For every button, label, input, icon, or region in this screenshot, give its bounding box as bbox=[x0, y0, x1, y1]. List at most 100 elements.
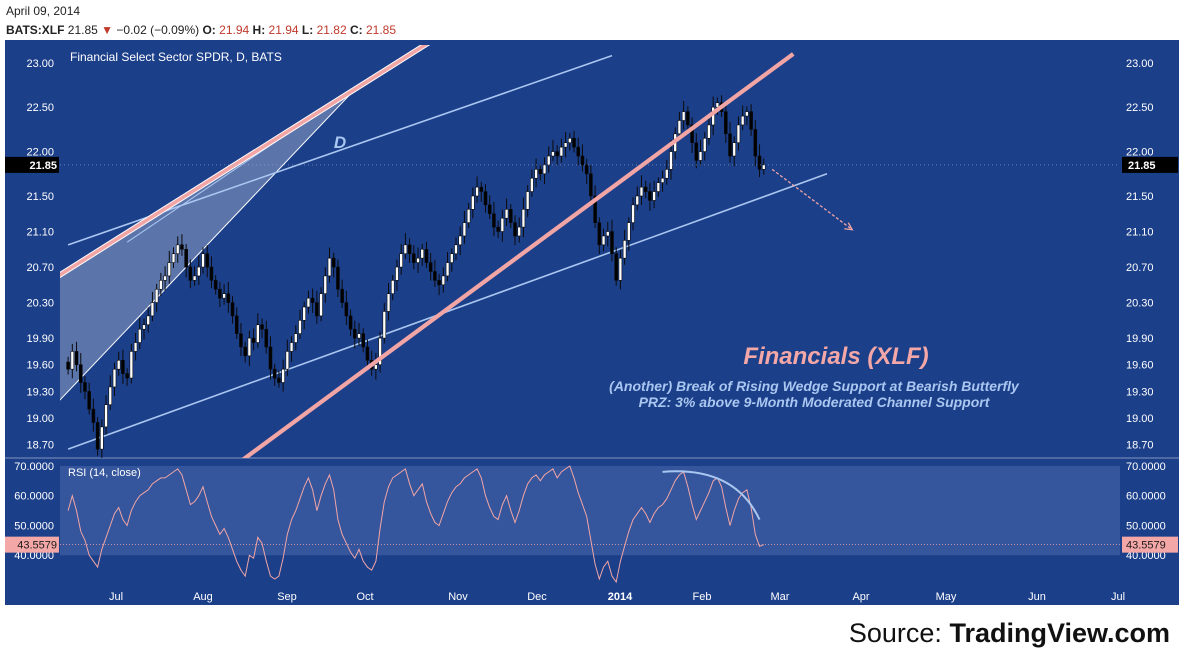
candle-body bbox=[399, 253, 403, 268]
candle-body bbox=[213, 280, 218, 290]
candle-body bbox=[197, 266, 201, 277]
candle-body bbox=[538, 169, 543, 175]
candle-body bbox=[761, 164, 766, 170]
candle-body bbox=[268, 346, 273, 370]
candle-body bbox=[285, 351, 290, 370]
candle-body bbox=[509, 209, 513, 223]
last-price-tag-left-text: 21.85 bbox=[29, 160, 57, 172]
rsi-axis-tick-left: 70.0000 bbox=[14, 461, 54, 473]
candle-body bbox=[121, 360, 125, 374]
high-value: 21.94 bbox=[268, 23, 299, 37]
rsi-band bbox=[60, 465, 1120, 556]
annotation-title: Financials (XLF) bbox=[743, 343, 928, 370]
candle-body bbox=[690, 124, 694, 143]
candle-body bbox=[306, 297, 311, 308]
last-price-tag-right-text: 21.85 bbox=[1128, 160, 1156, 172]
candle-body bbox=[618, 257, 623, 281]
candle-body bbox=[420, 248, 425, 259]
candle-body bbox=[681, 111, 686, 121]
candle-body bbox=[496, 226, 500, 232]
candle-body bbox=[361, 333, 366, 348]
candle-body bbox=[222, 293, 226, 299]
candle-body bbox=[171, 253, 176, 263]
candle-body bbox=[180, 244, 184, 250]
candle-body bbox=[551, 151, 555, 157]
candle-body bbox=[424, 248, 429, 263]
pattern-point-d: D bbox=[334, 133, 346, 152]
candle-body bbox=[555, 151, 559, 157]
price-axis-tick-left: 18.70 bbox=[26, 440, 54, 452]
candle-body bbox=[95, 422, 100, 450]
candle-body bbox=[656, 182, 661, 192]
candle-body bbox=[138, 328, 142, 343]
candle-body bbox=[500, 217, 505, 232]
candle-body bbox=[302, 306, 306, 321]
candle-body bbox=[749, 111, 753, 130]
candle-body bbox=[386, 293, 391, 312]
x-axis-tick: May bbox=[936, 591, 957, 603]
price-axis-tick-left: 21.50 bbox=[26, 191, 54, 203]
price-chart[interactable]: 23.00 23.00 22.50 22.50 22.00 22.00 21.50 21.50… bbox=[0, 40, 1184, 608]
candle-body bbox=[605, 231, 610, 237]
last-price-tag-left bbox=[5, 156, 59, 173]
candle-body bbox=[445, 262, 450, 277]
candle-body bbox=[584, 164, 589, 175]
projection-arrow bbox=[771, 168, 853, 231]
candle-body bbox=[517, 226, 521, 237]
candle-body bbox=[331, 257, 336, 268]
candle-body bbox=[336, 266, 340, 290]
x-axis-tick: Dec bbox=[527, 591, 547, 603]
price-axis-tick-left: 22.50 bbox=[26, 102, 54, 114]
low-label: L: bbox=[301, 23, 314, 37]
candle-body bbox=[175, 244, 180, 255]
candle-body bbox=[218, 288, 222, 299]
candle-body bbox=[298, 320, 302, 334]
candle-body bbox=[665, 169, 669, 179]
candle-body bbox=[150, 302, 155, 317]
candle-body bbox=[627, 222, 631, 241]
candle-body bbox=[289, 342, 294, 352]
candle-body bbox=[546, 155, 551, 166]
candle-body bbox=[698, 151, 703, 161]
candle-body bbox=[234, 315, 239, 334]
candle-body bbox=[264, 328, 269, 348]
price-axis-tick-right: 19.30 bbox=[1126, 386, 1154, 398]
rsi-axis-tick-left: 50.0000 bbox=[14, 520, 54, 532]
candle-body bbox=[458, 235, 462, 246]
candle-body bbox=[205, 253, 210, 268]
candle-body bbox=[622, 240, 627, 259]
source-prefix: Source: bbox=[848, 618, 942, 648]
candle-body bbox=[256, 324, 260, 343]
candle-body bbox=[230, 302, 235, 317]
rsi-tag-left bbox=[5, 536, 59, 553]
candle-body bbox=[412, 253, 416, 263]
price-axis-tick-left: 20.70 bbox=[26, 262, 54, 274]
candle-body bbox=[100, 426, 104, 450]
chart-date: April 09, 2014 bbox=[6, 4, 81, 18]
candle-body bbox=[466, 209, 471, 223]
price-axis-tick-right: 19.00 bbox=[1126, 413, 1154, 425]
x-axis-tick: Mar bbox=[771, 591, 790, 603]
close-value: 21.85 bbox=[365, 23, 397, 37]
candle-body bbox=[226, 293, 231, 303]
candle-body bbox=[660, 177, 665, 183]
candle-body bbox=[353, 328, 357, 339]
chart-title: Financial Select Sector SPDR, D, BATS bbox=[70, 50, 282, 64]
rsi-axis-tick-right: 70.0000 bbox=[1126, 461, 1166, 473]
candle-body bbox=[576, 146, 581, 157]
candle-body bbox=[593, 195, 597, 223]
rsi-axis-tick-right: 50.0000 bbox=[1126, 520, 1166, 532]
candle-body bbox=[635, 195, 640, 206]
wedge-support-line bbox=[241, 52, 795, 458]
candle-body bbox=[66, 361, 70, 370]
candle-body bbox=[108, 386, 113, 406]
candle-body bbox=[686, 111, 690, 126]
annotation-line-1: (Another) Break of Rising Wedge Support … bbox=[609, 378, 1020, 394]
price-axis-tick-right: 23.00 bbox=[1126, 58, 1154, 70]
candle-body bbox=[462, 222, 467, 237]
x-axis-tick: Jul bbox=[109, 591, 123, 603]
candle-body bbox=[407, 244, 412, 255]
x-axis-tick: 2014 bbox=[608, 591, 633, 603]
candle-body bbox=[639, 186, 644, 197]
candle-body bbox=[694, 142, 699, 161]
